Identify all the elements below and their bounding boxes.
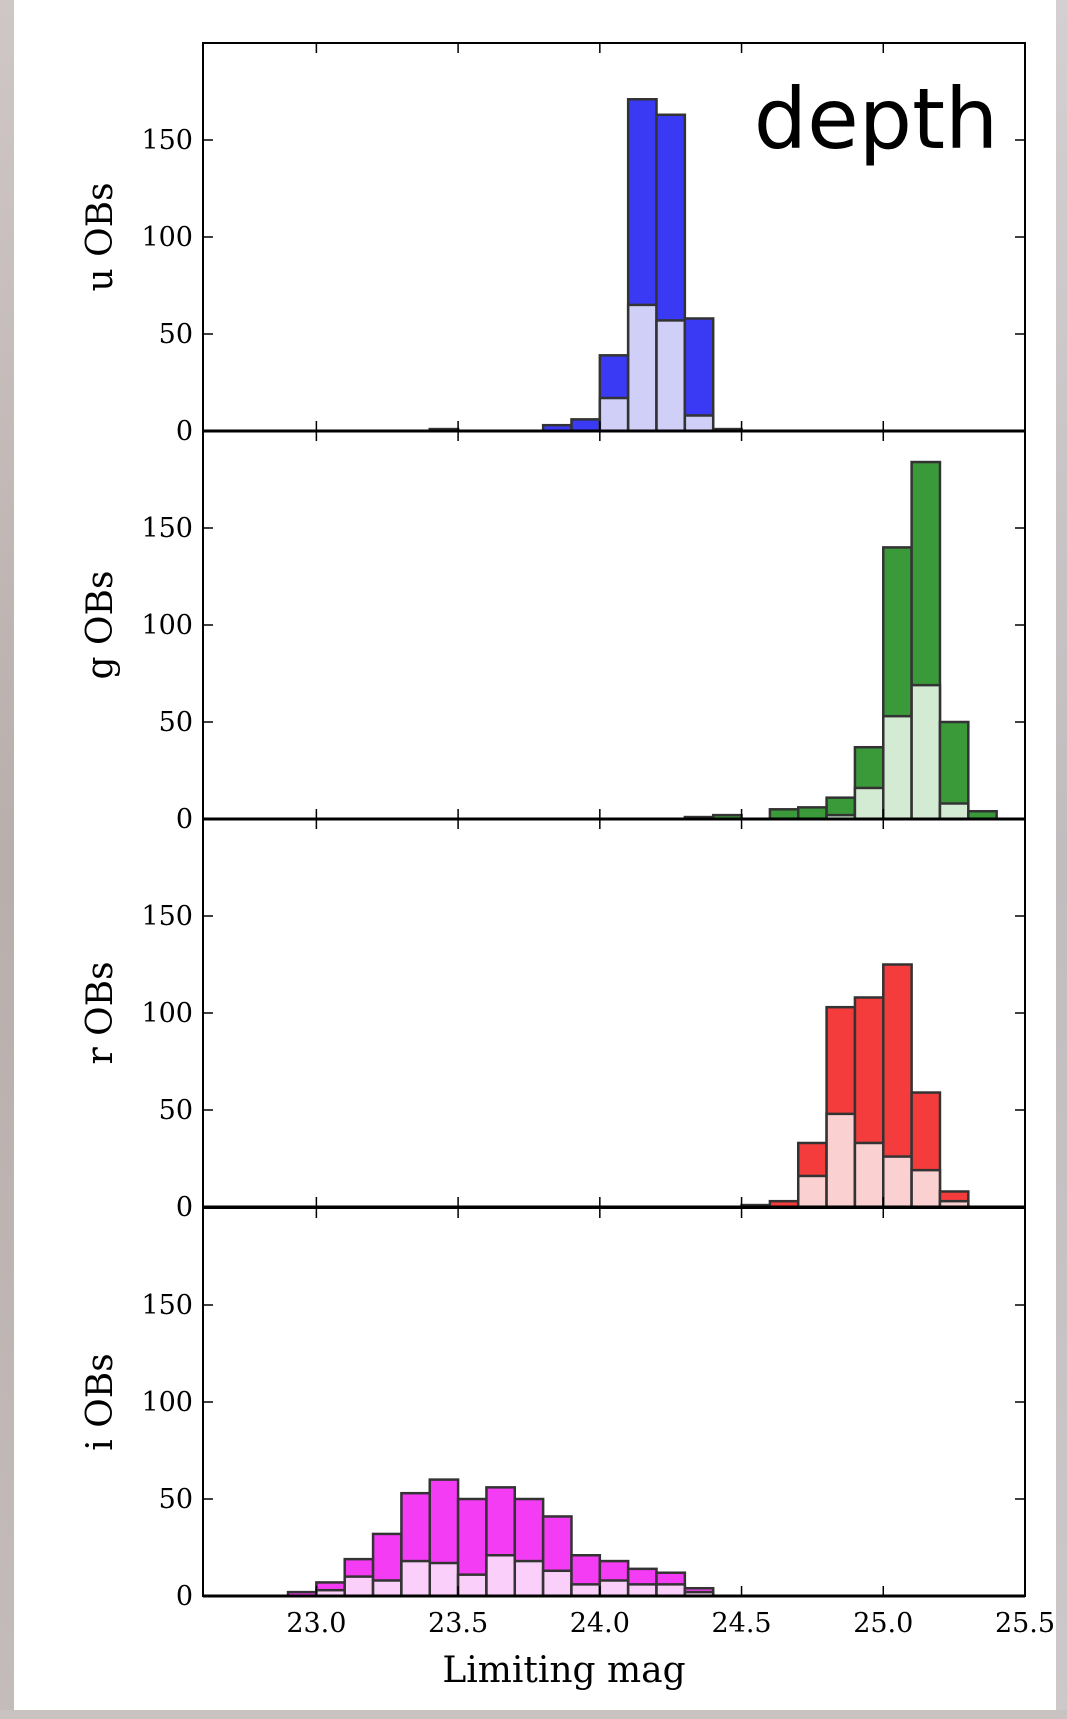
depth-annotation: depth [754, 70, 999, 168]
bar-subset [456, 1573, 488, 1598]
panel-r: 0 50 100 150 r OBs [80, 818, 1026, 1223]
y-axis-label: u OBs [80, 182, 121, 291]
bar-subset [882, 1155, 913, 1209]
figure-background [14, 0, 1056, 1710]
y-tick-label: 150 [141, 901, 193, 932]
panel-i: 0 50 100 150 i OBs [80, 1207, 1026, 1612]
bar-subset [485, 1554, 517, 1598]
bar-subset [655, 1583, 687, 1598]
bar-total [570, 418, 602, 433]
bar-subset [400, 1559, 432, 1598]
bar-subset [541, 1569, 573, 1598]
bar-subset [570, 1583, 602, 1598]
y-tick-label: 150 [141, 1290, 193, 1321]
bar-subset [371, 1579, 403, 1598]
y-tick-label: 0 [176, 804, 193, 835]
bar-subset [853, 786, 885, 821]
bar-subset [910, 1168, 942, 1209]
y-tick-label: 100 [141, 1387, 193, 1418]
x-axis-label: Limiting mag [442, 1650, 685, 1691]
bar-subset [882, 714, 913, 821]
bar-subset [598, 1579, 630, 1598]
x-tick-label: 23.5 [428, 1608, 488, 1639]
y-axis-label: i OBs [80, 1353, 121, 1450]
panels-group: 0 50 100 150 u OBs 0 50 100 150 g OBs 0 50 100 150 r O… [80, 42, 1026, 1612]
y-tick-label: 100 [141, 610, 193, 641]
y-tick-label: 0 [176, 1192, 193, 1223]
bar-subset [513, 1559, 545, 1598]
y-tick-label: 50 [159, 319, 193, 350]
bar-subset [683, 414, 715, 433]
bar-subset [938, 802, 970, 821]
y-axis-label: g OBs [80, 571, 121, 680]
y-tick-label: 150 [141, 513, 193, 544]
background-border-right [1056, 0, 1067, 1719]
bar-subset [598, 396, 630, 433]
panel-u: 0 50 100 150 u OBs [80, 42, 1026, 447]
y-tick-label: 0 [176, 416, 193, 447]
y-tick-label: 50 [159, 707, 193, 738]
y-tick-label: 50 [159, 1095, 193, 1126]
x-tick-label: 25.0 [853, 1608, 913, 1639]
background-border-bottom [0, 1710, 1067, 1719]
y-tick-label: 0 [176, 1581, 193, 1612]
bar-subset [626, 1583, 658, 1598]
x-tick-label: 24.5 [711, 1608, 771, 1639]
background-border-left [0, 0, 14, 1719]
bar-total [796, 806, 828, 821]
y-tick-label: 100 [141, 222, 193, 253]
bar-subset [428, 1561, 460, 1598]
bar-total [683, 317, 715, 433]
bar-subset [626, 303, 658, 433]
y-tick-label: 100 [141, 998, 193, 1029]
x-tick-label: 23.0 [286, 1608, 346, 1639]
y-axis-label: r OBs [80, 961, 121, 1064]
bar-subset [796, 1174, 828, 1209]
bar-subset [853, 1141, 885, 1209]
bar-subset [343, 1575, 375, 1598]
y-tick-label: 150 [141, 125, 193, 156]
x-tick-label: 24.0 [570, 1608, 630, 1639]
bar-subset [825, 1112, 857, 1209]
x-tick-label: 25.5 [995, 1608, 1055, 1639]
bar-subset [910, 683, 942, 821]
bar-subset [655, 319, 687, 433]
x-tick-labels: 23.0 23.5 24.0 24.5 25.0 25.5 [286, 1608, 1055, 1639]
y-tick-label: 50 [159, 1484, 193, 1515]
